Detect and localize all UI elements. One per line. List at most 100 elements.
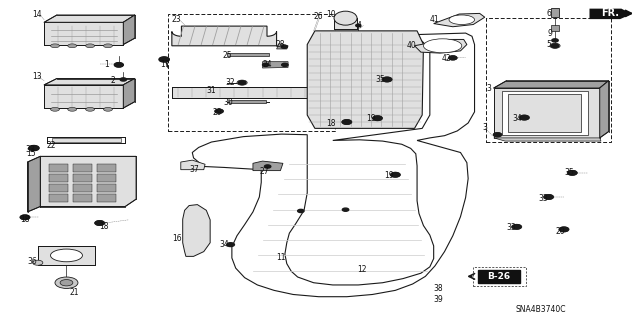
Ellipse shape — [86, 108, 95, 111]
Ellipse shape — [214, 109, 223, 114]
Text: 21: 21 — [70, 288, 79, 297]
Circle shape — [373, 116, 382, 121]
Polygon shape — [44, 85, 124, 108]
Text: 18: 18 — [20, 215, 29, 224]
Ellipse shape — [51, 44, 60, 48]
Text: 3: 3 — [483, 123, 487, 132]
Bar — [212, 88, 224, 92]
Bar — [73, 184, 92, 192]
Polygon shape — [172, 87, 330, 98]
Bar — [49, 184, 68, 192]
Text: 25: 25 — [223, 51, 232, 60]
Circle shape — [342, 120, 351, 124]
Ellipse shape — [519, 115, 529, 120]
Circle shape — [520, 115, 529, 120]
Circle shape — [568, 171, 577, 175]
Circle shape — [383, 77, 392, 82]
Circle shape — [159, 57, 170, 62]
Text: 11: 11 — [276, 254, 286, 263]
Text: 19: 19 — [384, 171, 394, 180]
Polygon shape — [28, 156, 40, 212]
Text: 18: 18 — [326, 119, 335, 129]
Text: 15: 15 — [26, 149, 36, 158]
Text: 31: 31 — [206, 86, 216, 95]
Text: 33: 33 — [538, 194, 548, 203]
Text: 17: 17 — [161, 60, 170, 69]
Ellipse shape — [559, 227, 569, 232]
Text: 16: 16 — [172, 234, 182, 243]
Polygon shape — [180, 160, 205, 170]
Bar — [97, 184, 116, 192]
Bar — [49, 195, 68, 202]
Text: 28: 28 — [275, 40, 285, 49]
Ellipse shape — [159, 57, 170, 62]
Bar — [73, 195, 92, 202]
Text: 39: 39 — [434, 295, 444, 304]
Ellipse shape — [511, 224, 522, 229]
Ellipse shape — [449, 56, 458, 60]
Ellipse shape — [55, 277, 78, 288]
Text: 26: 26 — [314, 12, 323, 21]
Text: 40: 40 — [406, 41, 416, 50]
Text: 33: 33 — [25, 145, 35, 154]
Bar — [486, 18, 611, 142]
Text: 20: 20 — [555, 227, 564, 236]
Text: 19: 19 — [366, 114, 376, 123]
Ellipse shape — [51, 108, 60, 111]
Polygon shape — [253, 161, 283, 171]
Circle shape — [544, 195, 553, 199]
Text: 14: 14 — [33, 11, 42, 19]
Text: 32: 32 — [225, 78, 235, 87]
Bar — [551, 8, 559, 17]
Ellipse shape — [382, 77, 392, 82]
Circle shape — [391, 173, 400, 177]
Text: 1: 1 — [104, 60, 109, 69]
Ellipse shape — [86, 44, 95, 48]
Ellipse shape — [33, 260, 43, 265]
Bar — [473, 267, 525, 286]
Polygon shape — [434, 13, 484, 27]
Polygon shape — [493, 88, 600, 138]
Text: 9: 9 — [547, 29, 552, 38]
Polygon shape — [589, 9, 632, 19]
Polygon shape — [172, 26, 276, 46]
Text: 23: 23 — [172, 15, 182, 24]
Text: 22: 22 — [47, 141, 56, 150]
Polygon shape — [502, 91, 588, 135]
Ellipse shape — [51, 249, 83, 262]
Polygon shape — [307, 31, 424, 128]
Circle shape — [493, 133, 501, 137]
Text: 18: 18 — [99, 222, 109, 231]
Ellipse shape — [95, 220, 105, 226]
Polygon shape — [44, 15, 135, 22]
Ellipse shape — [493, 132, 502, 137]
Polygon shape — [508, 94, 580, 131]
Text: 29: 29 — [212, 108, 222, 117]
Bar — [97, 195, 116, 202]
Circle shape — [215, 109, 223, 113]
Text: 35: 35 — [375, 75, 385, 84]
Text: 12: 12 — [357, 264, 367, 274]
Ellipse shape — [237, 80, 247, 85]
Ellipse shape — [372, 116, 383, 121]
Text: 6: 6 — [546, 9, 551, 18]
Bar — [97, 164, 116, 172]
Ellipse shape — [334, 11, 357, 25]
Text: 3: 3 — [486, 85, 491, 93]
Polygon shape — [493, 81, 609, 88]
Text: 38: 38 — [434, 284, 444, 293]
Bar — [73, 174, 92, 182]
Ellipse shape — [550, 43, 560, 48]
Text: 13: 13 — [33, 72, 42, 81]
Circle shape — [227, 243, 234, 247]
Circle shape — [551, 44, 559, 48]
Circle shape — [559, 227, 568, 232]
Circle shape — [115, 63, 124, 67]
Circle shape — [264, 165, 271, 168]
Circle shape — [342, 208, 349, 211]
Polygon shape — [493, 138, 601, 141]
Polygon shape — [38, 246, 95, 265]
Ellipse shape — [68, 44, 77, 48]
Ellipse shape — [29, 145, 39, 151]
Bar — [73, 164, 92, 172]
